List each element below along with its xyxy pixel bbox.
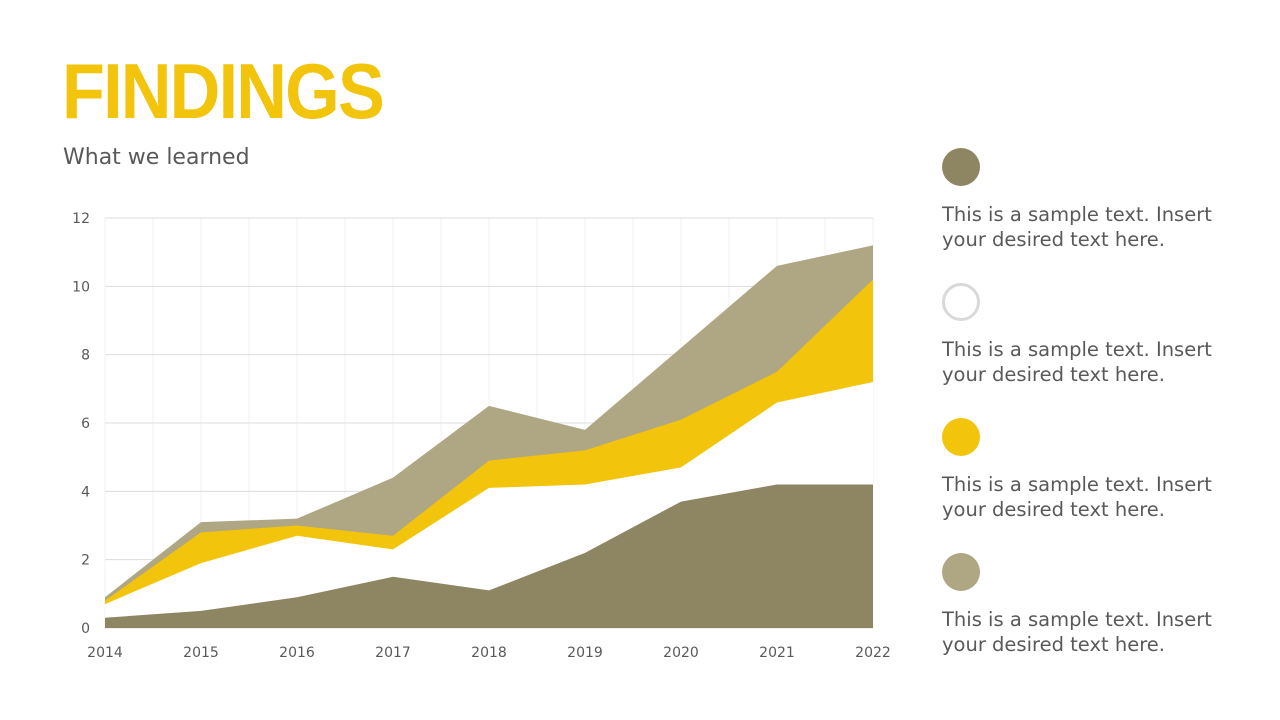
legend-dot-1 [942, 148, 980, 186]
legend-text-3: This is a sample text. Insert your desir… [942, 473, 1212, 521]
y-tick-label: 4 [81, 484, 90, 500]
y-tick-label: 8 [81, 348, 90, 364]
legend-item-1: This is a sample text. Insert your desir… [942, 148, 1242, 252]
chart-axes: 0 2 4 6 8 10 12 2014 2015 2016 2017 2018 2019 2020 202… [72, 211, 891, 661]
x-tick-label: 2020 [663, 645, 699, 661]
y-tick-label: 12 [72, 211, 90, 227]
x-tick-label: 2016 [279, 645, 315, 661]
x-tick-label: 2019 [567, 645, 603, 661]
area-series-1 [105, 484, 873, 628]
chart-areas [105, 245, 873, 629]
legend-item-3: This is a sample text. Insert your desir… [942, 418, 1242, 522]
legend-text-2: This is a sample text. Insert your desir… [942, 338, 1212, 386]
x-tick-label: 2018 [471, 645, 507, 661]
x-tick-label: 2015 [183, 645, 219, 661]
y-tick-label: 10 [72, 279, 90, 295]
x-tick-label: 2021 [759, 645, 795, 661]
y-tick-label: 6 [81, 416, 90, 432]
y-tick-label: 2 [81, 553, 90, 569]
legend-text-4: This is a sample text. Insert your desir… [942, 608, 1212, 656]
y-tick-label: 0 [81, 621, 90, 637]
legend-dot-2 [942, 283, 980, 321]
x-tick-label: 2022 [855, 645, 891, 661]
legend-item-4: This is a sample text. Insert your desir… [942, 553, 1242, 657]
x-tick-label: 2014 [87, 645, 123, 661]
page-subtitle: What we learned [63, 145, 250, 170]
legend-dot-3 [942, 418, 980, 456]
x-tick-label: 2017 [375, 645, 411, 661]
area-chart: 0 2 4 6 8 10 12 2014 2015 2016 2017 2018 2019 2020 202… [72, 211, 891, 661]
page-title: FINDINGS [62, 47, 385, 135]
legend-dot-4 [942, 553, 980, 591]
legend-text-1: This is a sample text. Insert your desir… [942, 203, 1212, 251]
legend-item-2: This is a sample text. Insert your desir… [942, 283, 1242, 387]
